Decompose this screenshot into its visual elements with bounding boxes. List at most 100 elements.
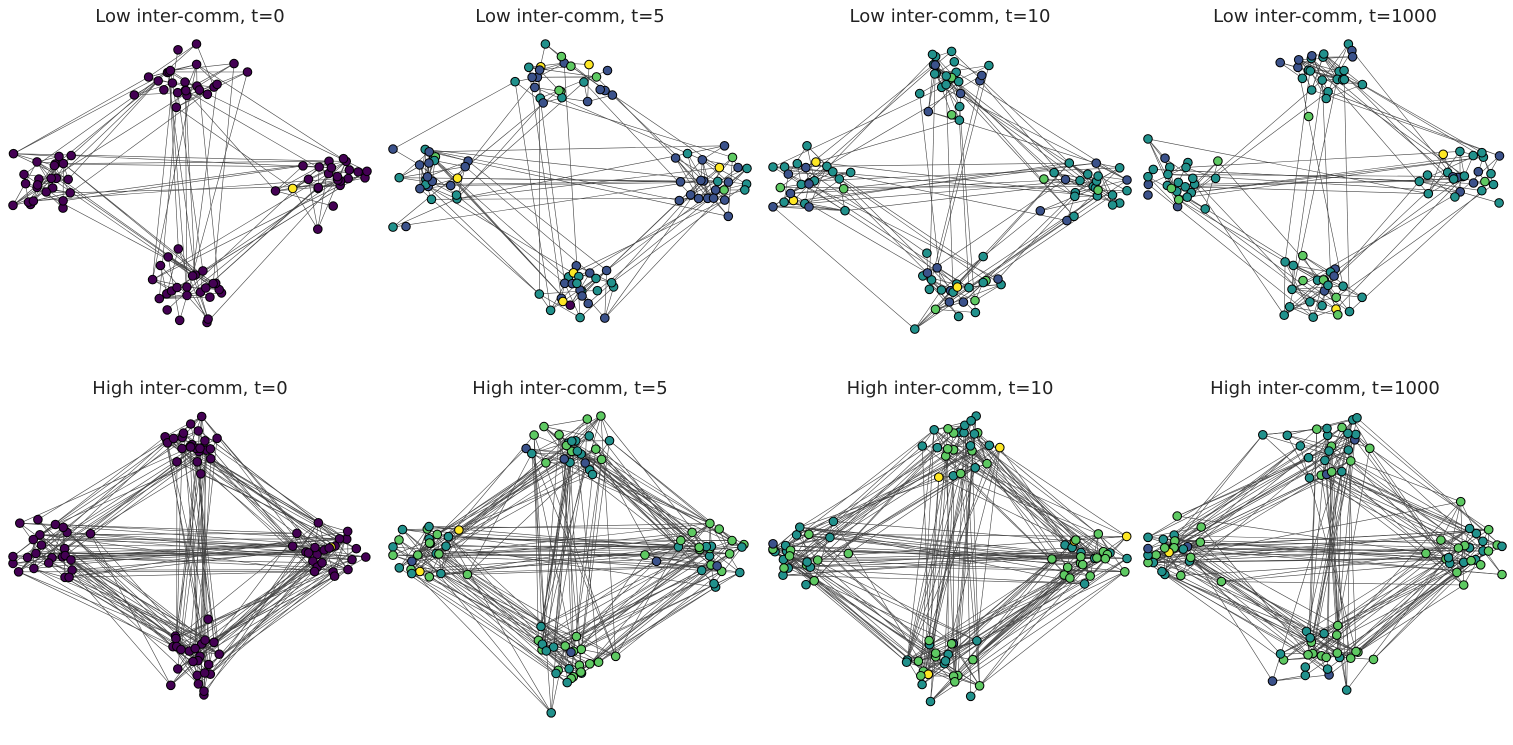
node <box>840 205 850 216</box>
node <box>415 566 425 577</box>
network-graph <box>768 411 1132 707</box>
edge <box>64 577 190 652</box>
edge <box>570 200 680 306</box>
edge <box>951 51 1099 191</box>
edge <box>806 145 815 181</box>
edge <box>1324 181 1420 292</box>
node <box>1159 543 1170 553</box>
node <box>1351 646 1361 657</box>
node <box>768 162 778 172</box>
node <box>1475 560 1486 570</box>
edge <box>39 430 199 536</box>
edge <box>18 439 167 573</box>
node <box>443 531 454 542</box>
edge <box>540 626 599 663</box>
edge <box>185 90 196 276</box>
node <box>1332 648 1343 658</box>
node <box>591 444 601 455</box>
edge <box>35 552 309 554</box>
edge <box>1309 477 1472 561</box>
edge <box>928 111 1097 164</box>
node <box>43 558 54 568</box>
node <box>536 621 546 632</box>
node <box>1303 111 1314 122</box>
node <box>1421 548 1431 559</box>
node <box>1069 211 1079 222</box>
edge <box>936 65 990 268</box>
node <box>1322 423 1332 434</box>
node <box>995 442 1005 453</box>
node <box>1143 532 1153 543</box>
node <box>1083 169 1093 179</box>
node <box>58 196 68 206</box>
node <box>1338 281 1348 291</box>
edge <box>934 73 960 107</box>
edge <box>176 448 183 647</box>
edge <box>190 423 319 524</box>
node <box>779 197 789 207</box>
edge <box>914 301 950 330</box>
node <box>1185 552 1196 563</box>
network-graph <box>1143 413 1507 695</box>
node <box>538 98 548 108</box>
node <box>1436 535 1446 545</box>
edge <box>907 533 1099 661</box>
edge <box>399 151 430 178</box>
edge <box>1185 178 1454 188</box>
node <box>1438 149 1449 160</box>
edge <box>198 571 334 685</box>
edge <box>429 145 725 153</box>
node <box>926 275 937 285</box>
node <box>332 171 343 182</box>
edge <box>785 429 935 546</box>
node <box>1471 528 1482 539</box>
node <box>545 305 556 316</box>
node <box>270 186 281 196</box>
edge <box>189 569 349 652</box>
node <box>172 282 182 293</box>
edge <box>41 544 332 548</box>
node <box>1323 280 1333 291</box>
edge <box>997 196 1076 280</box>
edge <box>907 467 976 661</box>
edge <box>540 97 733 158</box>
node <box>949 57 960 67</box>
node <box>576 644 587 655</box>
node <box>193 426 204 436</box>
edge <box>176 107 293 189</box>
edge <box>411 561 568 683</box>
node <box>705 518 715 529</box>
node <box>163 252 173 262</box>
panel-title: Low inter-comm, t=10 <box>849 6 1051 27</box>
node <box>524 62 534 73</box>
panel-title: Low inter-comm, t=5 <box>475 6 665 27</box>
node <box>1488 179 1499 190</box>
node <box>984 60 994 71</box>
node <box>1047 554 1057 564</box>
node <box>1122 185 1132 196</box>
edge <box>1357 584 1464 653</box>
node <box>604 435 615 446</box>
node <box>1324 446 1334 456</box>
node <box>784 551 795 561</box>
edge <box>1302 255 1331 273</box>
node <box>1049 167 1059 178</box>
node <box>910 324 920 334</box>
edge <box>796 476 939 536</box>
edge <box>540 415 602 627</box>
edge <box>467 462 586 575</box>
edge <box>780 167 807 188</box>
node <box>601 265 612 276</box>
edge <box>186 295 209 320</box>
node <box>1414 176 1425 187</box>
edge <box>568 442 700 548</box>
edge <box>1161 571 1328 670</box>
node <box>1148 164 1159 175</box>
edge <box>808 534 945 664</box>
node <box>804 179 814 189</box>
network-panel-low-t0: Low inter-comm, t=0 <box>5 0 375 360</box>
node <box>838 184 849 194</box>
edge <box>1043 178 1075 197</box>
edge <box>543 426 590 437</box>
node <box>802 557 812 567</box>
